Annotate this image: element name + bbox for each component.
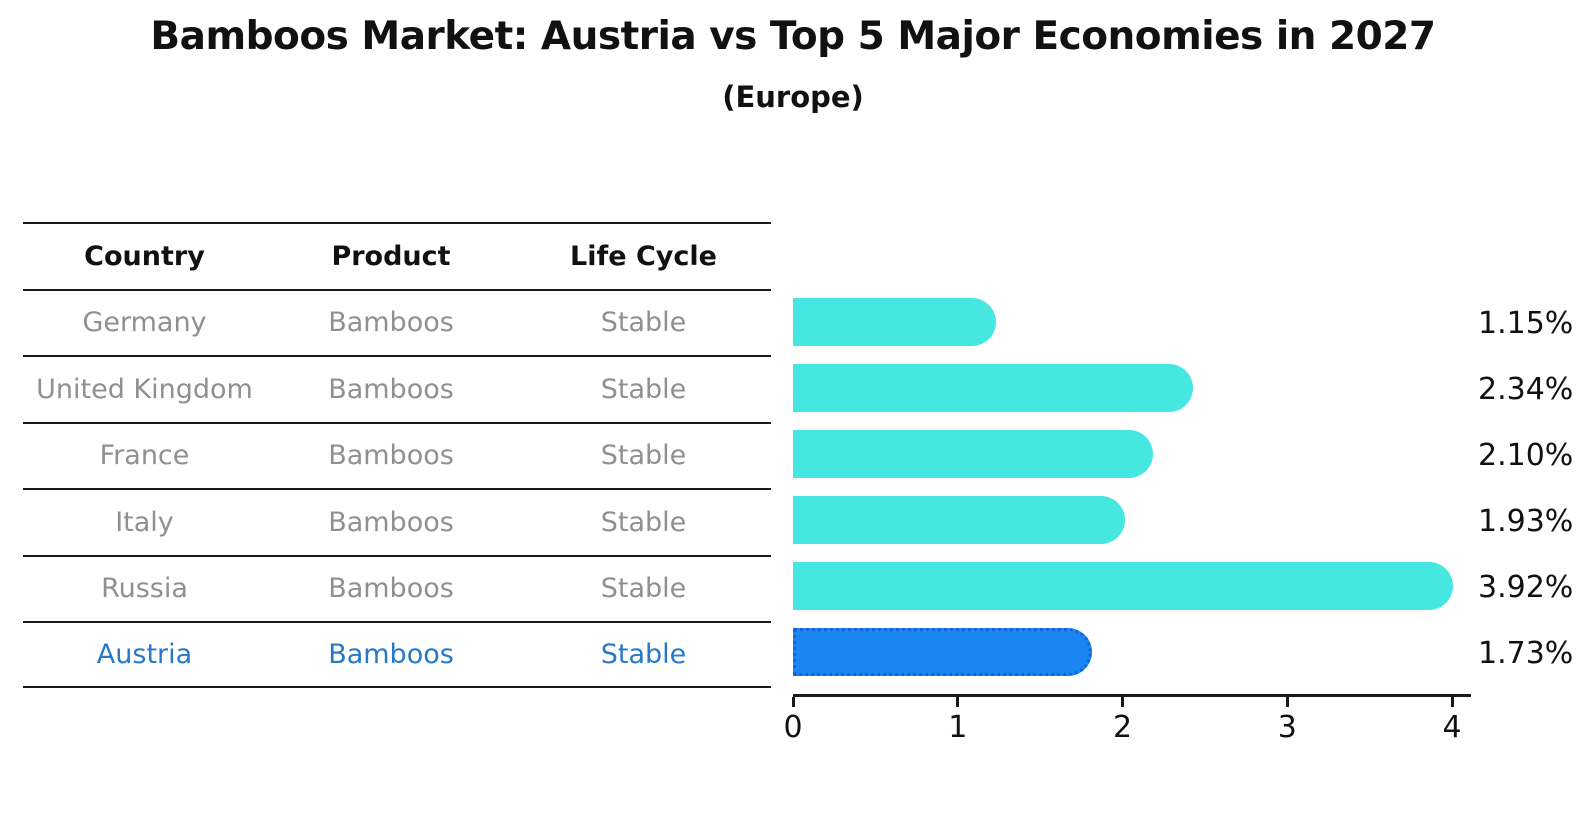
tick-label: 2 — [1112, 710, 1133, 745]
cell-life-cycle: Stable — [600, 638, 687, 670]
chart-subtitle: (Europe) — [722, 80, 864, 114]
table-row-germany: Germany Bamboos Stable — [23, 288, 771, 356]
tick-mark — [1285, 697, 1289, 707]
bar-united-kingdom — [793, 364, 1193, 412]
cell-product: Bamboos — [328, 373, 454, 405]
tick-mark — [1450, 697, 1454, 707]
cell-product: Bamboos — [328, 506, 454, 538]
bar-austria — [793, 628, 1093, 676]
tick-label: 0 — [783, 710, 803, 745]
tick-mark — [956, 697, 960, 707]
bar-russia — [793, 562, 1453, 610]
cell-life-cycle: Stable — [600, 573, 687, 605]
cell-country: United Kingdom — [36, 373, 253, 405]
value-label-italy: 1.93% — [1478, 504, 1574, 539]
table-header-row: Country Product Life Cycle — [23, 222, 771, 289]
cell-life-cycle: Stable — [600, 440, 687, 472]
cell-product: Bamboos — [328, 307, 454, 339]
cell-product: Bamboos — [328, 573, 454, 605]
bar-france — [793, 430, 1153, 478]
value-label-austria: 1.73% — [1478, 636, 1574, 671]
table-row-austria: Austria Bamboos Stable — [23, 621, 771, 688]
value-label-germany: 1.15% — [1478, 306, 1574, 341]
bar-italy — [793, 496, 1125, 544]
column-header-product: Product — [331, 240, 451, 272]
chart-title: Bamboos Market: Austria vs Top 5 Major E… — [150, 14, 1436, 59]
column-header-life-cycle: Life Cycle — [570, 240, 717, 272]
tick-mark — [1121, 697, 1124, 707]
cell-country: France — [99, 440, 190, 472]
cell-country: Russia — [101, 573, 188, 605]
cell-life-cycle: Stable — [600, 307, 687, 339]
value-label-united-kingdom: 2.34% — [1478, 372, 1574, 407]
table-row-russia: Russia Bamboos Stable — [23, 554, 771, 622]
x-axis: 0 1 2 3 4 — [783, 694, 1462, 754]
tick-mark — [791, 697, 795, 707]
column-header-country: Country — [84, 240, 205, 272]
table-row-italy: Italy Bamboos Stable — [23, 488, 771, 555]
tick-label: 3 — [1277, 710, 1297, 745]
cell-product: Bamboos — [328, 638, 454, 670]
country-table: Country Product Life Cycle Germany Bambo… — [23, 222, 771, 688]
value-label-russia: 3.92% — [1478, 570, 1574, 605]
cell-life-cycle: Stable — [600, 373, 687, 405]
bar-germany — [793, 298, 997, 346]
cell-life-cycle: Stable — [600, 506, 687, 538]
tick-label: 4 — [1442, 710, 1462, 745]
value-label-france: 2.10% — [1478, 438, 1574, 473]
cell-country: Austria — [96, 638, 193, 670]
cell-country: Germany — [82, 307, 207, 339]
tick-label: 1 — [948, 710, 968, 745]
x-axis-line — [793, 694, 1471, 697]
cell-product: Bamboos — [328, 440, 454, 472]
cell-country: Italy — [115, 506, 174, 538]
table-row-united-kingdom: United Kingdom Bamboos Stable — [23, 355, 771, 422]
table-row-france: France Bamboos Stable — [23, 421, 771, 489]
